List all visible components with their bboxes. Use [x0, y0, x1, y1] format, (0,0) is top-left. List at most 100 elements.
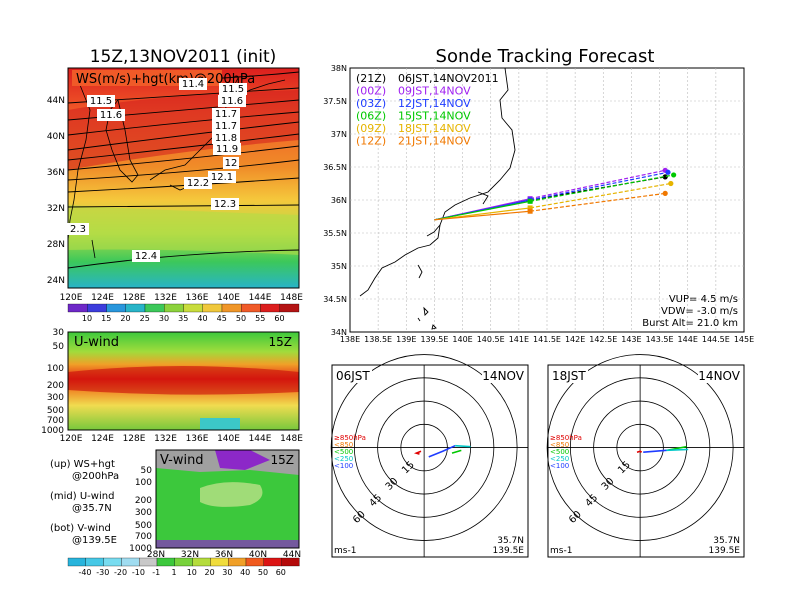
hodograph-ring: [569, 377, 711, 518]
lon-tick: 144E: [249, 293, 272, 303]
pressure-tick: 300: [47, 393, 64, 403]
lon-tick: 148E: [280, 434, 303, 444]
track-legend: (21Z) 06JST,14NOV2011 (00Z) 09JST,14NOV (03Z…: [356, 72, 499, 148]
ascent-track: [434, 210, 531, 221]
contour-label-bg: [212, 132, 240, 144]
colorbar-cell: [260, 303, 280, 313]
level-legend: <250: [334, 455, 353, 463]
colorbar-tick: 30: [222, 568, 232, 577]
ws-map-frame: [67, 67, 300, 289]
hodograph-lon: 139.5E: [709, 546, 741, 556]
bottom-colorbar: -40 -30 -20 -10 -1 1 10 20 30 40 50 60: [67, 557, 300, 577]
colorbar-tick: -20: [114, 568, 127, 577]
u-wind-frame: [67, 331, 300, 431]
lon-tick: 138E: [340, 335, 360, 344]
v-bottom: [156, 540, 299, 548]
pressure-tick: 200: [47, 381, 64, 391]
hodograph-trace: [428, 444, 456, 458]
contour-label: 11.5: [90, 96, 112, 107]
run-valid: 12JST,14NOV: [398, 97, 471, 110]
lon-tick: 128E: [123, 293, 146, 303]
level-legend: <500: [334, 448, 353, 456]
lat-tick: 34N: [331, 328, 347, 337]
colorbar-tick: 30: [159, 314, 169, 323]
lon-tick: 139.5E: [420, 335, 448, 344]
colorbar-cell: [139, 557, 158, 567]
lat-tick: 28N: [147, 550, 165, 560]
burst-marker: [527, 198, 533, 204]
hodograph-lat: 35.7N: [497, 536, 524, 546]
colorbar-cell: [183, 303, 203, 313]
run-label: (00Z): [356, 85, 386, 98]
run-valid: 15JST,14NOV: [398, 110, 471, 123]
hodograph-frame: [331, 364, 529, 558]
colorbar-tick: 55: [255, 314, 265, 323]
lat-tick: 32N: [181, 550, 199, 560]
hodograph-ring: [377, 400, 472, 495]
contour-label-bg: [211, 198, 239, 210]
colorbar-cell: [125, 303, 146, 313]
hodograph-trace: [413, 450, 422, 455]
legend-up: (up) WS+hgt: [50, 459, 115, 470]
lon-tick: 144E: [249, 434, 272, 444]
lon-tick: 140.5E: [477, 335, 505, 344]
colorbar-tick: 45: [217, 314, 227, 323]
colorbar-cell: [221, 303, 242, 313]
level-legend: <250: [550, 455, 569, 463]
hodograph-ring: [353, 377, 495, 518]
v-lat-ticks: 28N 32N 36N 40N 44N: [147, 550, 301, 560]
v-purple: [215, 450, 270, 470]
legend-bot2: @139.5E: [72, 535, 117, 546]
colorbar-cell: [67, 303, 88, 313]
jet-core: [68, 90, 299, 170]
run-label: (12Z): [356, 135, 386, 148]
contour-label: 11.6: [221, 96, 243, 107]
lat-tick: 37.5N: [323, 97, 347, 106]
hodograph-ring: [616, 423, 664, 472]
lat-tick: 36N: [47, 168, 65, 178]
colorbar-tick: 50: [258, 568, 268, 577]
landing-marker: [665, 169, 671, 175]
contour-label: 11.7: [215, 109, 237, 120]
lon-tick: 120E: [60, 434, 83, 444]
colorbar-tick: 40: [240, 568, 250, 577]
colorbar-tick: 20: [120, 314, 130, 323]
right-title: Sonde Tracking Forecast: [436, 46, 655, 67]
lat-tick: 40N: [249, 550, 267, 560]
run-valid: 09JST,14NOV: [398, 85, 471, 98]
lon-tick: 132E: [154, 434, 177, 444]
contour-label: 12.2: [187, 178, 209, 189]
v-wind-frame: [155, 449, 300, 549]
colorbar-cell: [245, 557, 264, 567]
descent-track: [529, 169, 666, 200]
lat-tick: 24N: [47, 276, 65, 286]
hodograph-time-bg: [550, 367, 588, 383]
lat-tick: 40N: [47, 132, 65, 142]
lon-tick: 140E: [217, 434, 240, 444]
colorbar-cell: [281, 557, 300, 567]
contour-label-bg: [132, 250, 160, 262]
contour-label-bg: [184, 177, 212, 189]
lon-tick: 128E: [123, 434, 146, 444]
run-label: (21Z): [356, 72, 386, 85]
contour-label: 12: [225, 158, 238, 169]
pressure-tick: 700: [135, 532, 152, 542]
colorbar-cell: [279, 303, 300, 313]
track-grid: [350, 68, 744, 332]
hodograph-date-bg: [698, 367, 742, 383]
colorbar-cell: [85, 557, 104, 567]
lon-tick: 136E: [186, 293, 209, 303]
run-label: (06Z): [356, 110, 386, 123]
lon-tick: 145E: [734, 335, 754, 344]
info-vup: VUP= 4.5 m/s: [669, 294, 738, 305]
u-jet-core: [68, 366, 299, 395]
lat-tick: 34.5N: [323, 295, 347, 304]
lat-tick: 44N: [283, 550, 301, 560]
pressure-tick: 1000: [129, 544, 152, 554]
colorbar-tick: 50: [236, 314, 246, 323]
hodograph-trace: [666, 448, 689, 452]
burst-marker: [527, 205, 533, 211]
lon-tick: 132E: [154, 293, 177, 303]
